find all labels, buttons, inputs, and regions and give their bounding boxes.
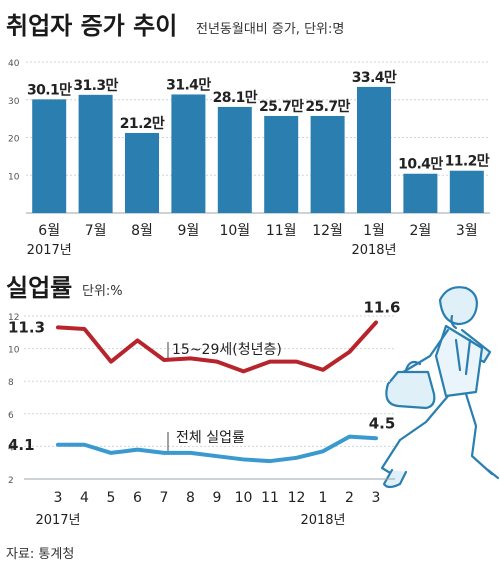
bar-x-tick: 8월 bbox=[131, 223, 153, 239]
bar-y-tick: 40 bbox=[8, 59, 20, 69]
bar bbox=[449, 170, 484, 213]
bar bbox=[403, 173, 438, 213]
bar-x-tick: 7월 bbox=[85, 223, 107, 239]
series-point bbox=[294, 360, 299, 364]
line-x-tick: 1 bbox=[319, 490, 328, 506]
source-note: 자료: 통계청 bbox=[6, 547, 74, 562]
series-point bbox=[135, 338, 140, 343]
series-point bbox=[109, 360, 113, 364]
bar-value-label: 28.1만 bbox=[213, 90, 258, 106]
bar bbox=[125, 132, 159, 213]
series-point bbox=[56, 325, 60, 330]
series-point bbox=[162, 451, 166, 455]
bar-x-tick: 9월 bbox=[178, 223, 200, 239]
series-point bbox=[215, 454, 219, 458]
series-point bbox=[56, 443, 60, 447]
bar-x-tick: 10월 bbox=[219, 223, 250, 239]
series-point bbox=[82, 443, 87, 447]
bar-value-label: 25.7만 bbox=[259, 99, 304, 115]
bar-chart-title: 취업자 증가 추이 bbox=[6, 12, 177, 40]
series-name-label: 전체 실업률 bbox=[176, 430, 245, 446]
series-point bbox=[294, 456, 299, 460]
series-start-label: 11.3 bbox=[8, 318, 45, 336]
line-y-tick: 12 bbox=[8, 313, 19, 323]
line-x-tick: 3 bbox=[372, 490, 381, 506]
series-end-label: 4.5 bbox=[369, 414, 396, 432]
bar-value-label: 31.4만 bbox=[166, 77, 211, 93]
line-x-tick: 6 bbox=[133, 490, 142, 506]
series-point bbox=[321, 368, 325, 372]
line-x-tick: 10 bbox=[235, 490, 253, 506]
bar-value-label: 31.3만 bbox=[73, 78, 118, 94]
line-y-tick: 6 bbox=[8, 411, 14, 421]
line-x-tick: 4 bbox=[80, 490, 89, 506]
bar bbox=[78, 94, 113, 213]
bar-y-tick: 20 bbox=[8, 135, 20, 145]
line-chart-title: 실업률 bbox=[6, 274, 72, 302]
line-chart-subtitle: 단위:% bbox=[82, 284, 123, 299]
series-point bbox=[109, 451, 113, 455]
bar-x-tick: 1월 bbox=[363, 223, 385, 239]
line-y-tick: 4 bbox=[8, 443, 14, 453]
bar-x-tick: 12월 bbox=[312, 223, 343, 239]
line-year-label: 2017년 bbox=[35, 513, 80, 528]
bar-x-tick: 11월 bbox=[266, 223, 297, 239]
bar-x-tick: 3월 bbox=[456, 223, 478, 239]
series-start-label: 4.1 bbox=[8, 436, 35, 454]
series-point bbox=[374, 436, 378, 440]
series-point bbox=[347, 435, 352, 439]
bar-value-label: 30.1만 bbox=[27, 82, 72, 98]
bar bbox=[310, 115, 345, 213]
series-point bbox=[347, 350, 352, 354]
bar-y-tick: 10 bbox=[8, 172, 20, 182]
bar-x-tick: 6월 bbox=[38, 223, 60, 239]
bar-value-label: 21.2만 bbox=[120, 116, 165, 132]
line-y-tick: 10 bbox=[8, 346, 20, 356]
series-point bbox=[215, 360, 219, 364]
series-point bbox=[241, 369, 246, 374]
series-point bbox=[241, 457, 246, 462]
bar bbox=[32, 99, 67, 213]
bar-value-label: 25.7만 bbox=[305, 99, 350, 115]
line-x-tick: 11 bbox=[261, 490, 279, 506]
series-point bbox=[82, 327, 87, 331]
bar-chart-subtitle: 전년동월대비 증가, 단위:명 bbox=[196, 22, 344, 37]
line-x-tick: 12 bbox=[288, 490, 306, 506]
bar-year-label: 2018년 bbox=[351, 243, 396, 258]
series-point bbox=[188, 451, 193, 455]
series-point bbox=[188, 356, 193, 360]
series-point bbox=[268, 360, 272, 364]
bar-value-label: 10.4만 bbox=[398, 157, 443, 173]
series-point bbox=[321, 449, 325, 453]
series-point bbox=[135, 448, 140, 452]
line-year-label: 2018년 bbox=[300, 513, 345, 528]
bar-value-label: 33.4만 bbox=[352, 70, 397, 86]
line-x-tick: 2 bbox=[345, 490, 354, 506]
line-x-tick: 8 bbox=[186, 490, 195, 506]
running-businessman-illustration bbox=[380, 286, 500, 489]
bar bbox=[357, 86, 391, 213]
series-point bbox=[268, 459, 272, 463]
line-y-tick: 8 bbox=[8, 378, 14, 388]
line-y-tick: 2 bbox=[8, 476, 14, 486]
bar-x-tick: 2월 bbox=[410, 223, 432, 239]
series-name-label: 15~29세(청년층) bbox=[172, 342, 282, 358]
bar bbox=[171, 94, 206, 213]
line-x-tick: 7 bbox=[160, 490, 169, 506]
series-point bbox=[162, 358, 166, 362]
bar bbox=[217, 106, 252, 213]
line-x-tick: 5 bbox=[107, 490, 116, 506]
bar-value-label: 11.2만 bbox=[445, 154, 490, 170]
bar bbox=[264, 115, 299, 213]
line-x-tick: 9 bbox=[213, 490, 222, 506]
bar-year-label: 2017년 bbox=[27, 243, 72, 258]
bar-y-tick: 30 bbox=[8, 97, 20, 107]
series-point bbox=[374, 320, 378, 325]
series-end-label: 11.6 bbox=[363, 299, 400, 317]
line-x-tick: 3 bbox=[54, 490, 63, 506]
